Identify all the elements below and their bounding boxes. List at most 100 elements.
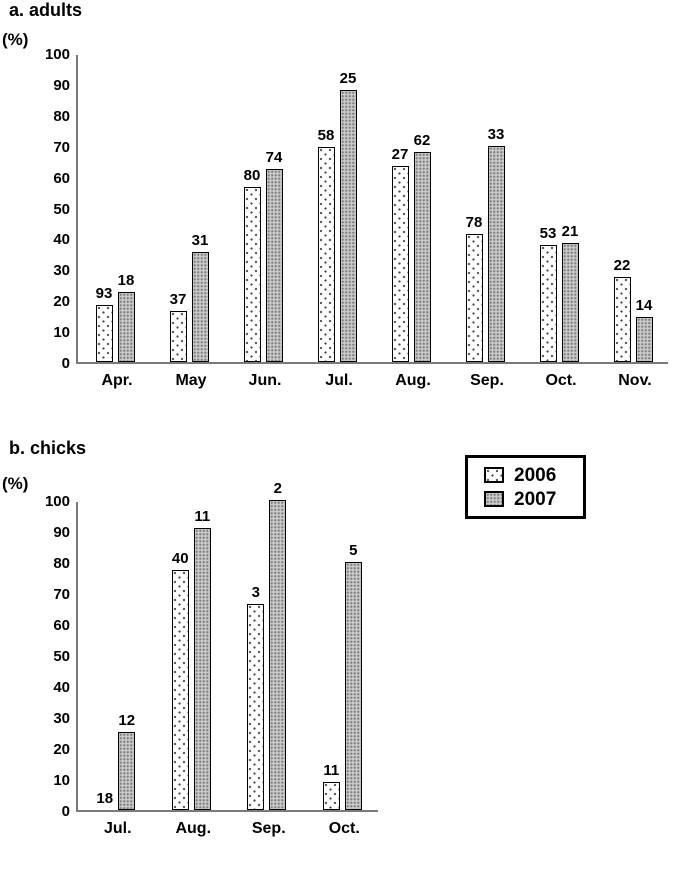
y-tick-label-20: 20 [53, 741, 70, 758]
bar-2007-oct [344, 562, 362, 810]
x-tick-label-sep: Sep. [251, 820, 286, 837]
bar-2007-jun [265, 169, 283, 362]
y-tick-label-0: 0 [61, 355, 70, 372]
legend-label-2007: 2007 [514, 488, 557, 510]
bar-2006-jul [317, 147, 335, 362]
chart-b-plot-area: 18 12 40 11 3 2 11 5 [76, 480, 378, 812]
x-tick-label-apr: Apr. [101, 372, 133, 389]
bar-2006-may [169, 311, 187, 362]
y-tick-label-70: 70 [53, 586, 70, 603]
bar-value-label-2007-aug: 62 [413, 132, 431, 149]
y-tick-label-80: 80 [53, 555, 70, 572]
chart-a-month-labels: Apr. May Jun. Jul. Aug. Sep. Oct. Nov. [78, 372, 668, 396]
bar-value-label-2007-nov: 14 [635, 297, 653, 314]
bar-value-label-2006-nov: 22 [613, 257, 631, 274]
bar-2007-aug [413, 152, 431, 362]
legend-swatch-2007-icon [484, 491, 504, 507]
bar-2006-apr [95, 305, 113, 362]
bar-value-label-2006-sep: 78 [465, 214, 483, 231]
bar-value-label-2006-aug: 27 [391, 146, 409, 163]
bar-value-label-2006-jun: 80 [243, 167, 261, 184]
y-tick-label-10: 10 [53, 324, 70, 342]
y-tick-label-70: 70 [53, 138, 70, 156]
y-tick-label-10: 10 [53, 772, 70, 789]
bar-value-label-2006-oct: 53 [539, 225, 557, 242]
x-tick-label-jun: Jun. [248, 372, 282, 389]
bar-value-label-2007-apr: 18 [117, 272, 135, 289]
bar-value-label-2007-sep: 33 [487, 126, 505, 143]
bar-value-label-2006-aug: 40 [171, 550, 189, 567]
x-tick-label-oct: Oct. [545, 372, 577, 389]
legend-item-2006: 2006 [484, 466, 583, 485]
x-tick-label-jul: Jul. [325, 372, 353, 389]
chart-a-plot-area: 93 18 37 31 80 74 58 25 27 62 78 33 53 21 22 14 [76, 55, 668, 364]
y-tick-label-60: 60 [53, 617, 70, 634]
bar-value-label-2007-jul: 25 [339, 70, 357, 87]
bar-2006-aug [171, 570, 189, 810]
bar-2006-sep [247, 604, 265, 810]
chart-b-month-labels: Jul. Aug. Sep. Oct. [78, 820, 378, 844]
x-tick-label-aug: Aug. [395, 372, 431, 389]
bar-value-label-2006-sep: 3 [251, 584, 260, 601]
bar-value-label-2007-jun: 74 [265, 149, 283, 166]
bar-2007-oct [561, 243, 579, 362]
bar-value-label-2007-jul: 12 [118, 712, 136, 729]
bar-2006-aug [391, 166, 409, 362]
bar-2006-jun [243, 187, 261, 362]
y-tick-label-30: 30 [53, 710, 70, 727]
bar-value-label-2007-oct: 5 [349, 542, 358, 559]
bar-2006-oct [539, 245, 557, 362]
y-tick-label-40: 40 [53, 679, 70, 696]
bar-value-label-2007-oct: 21 [561, 223, 579, 240]
y-tick-label-30: 30 [53, 262, 70, 280]
bar-2007-apr [117, 292, 135, 362]
legend: 2006 2007 [465, 455, 586, 519]
chicks-bar-chart: b. chicks (%) 0 10 20 30 40 50 60 70 80 90 100 18 1… [0, 438, 685, 879]
y-tick-label-90: 90 [53, 524, 70, 541]
bar-value-label-2007-sep: 2 [273, 480, 282, 497]
y-tick-label-20: 20 [53, 293, 70, 311]
bar-value-label-2006-jul: 58 [317, 127, 335, 144]
bar-2007-nov [635, 317, 653, 362]
chart-a-percent-axis-label: (%) [2, 30, 29, 49]
x-tick-label-sep: Sep. [470, 372, 504, 389]
chart-a-y-axis-labels: 0 10 20 30 40 50 60 70 80 90 100 [0, 46, 70, 372]
bar-value-label-2006-may: 37 [169, 291, 187, 308]
bar-value-label-2007-aug: 11 [194, 508, 211, 525]
legend-item-2007: 2007 [484, 490, 583, 509]
x-tick-label-may: May [175, 372, 207, 389]
legend-label-2006: 2006 [514, 464, 557, 486]
y-tick-label-100: 100 [44, 46, 70, 63]
bar-2006-oct [322, 782, 340, 810]
y-tick-label-50: 50 [53, 648, 70, 665]
x-tick-label-aug: Aug. [175, 820, 212, 837]
bar-2007-sep [269, 500, 287, 810]
chart-b-percent-axis-label: (%) [2, 474, 29, 493]
bar-2007-jul [118, 732, 136, 810]
x-tick-label-jul: Jul. [103, 820, 132, 837]
bar-2006-nov [613, 277, 631, 362]
y-tick-label-80: 80 [53, 107, 70, 125]
bar-2007-sep [487, 146, 505, 362]
chart-b-title: b. chicks [9, 438, 87, 458]
chart-a-title: a. adults [9, 0, 83, 20]
bar-value-label-2006-jul: 18 [96, 790, 114, 807]
y-tick-label-40: 40 [53, 231, 70, 249]
chart-b-y-axis-labels: 0 10 20 30 40 50 60 70 80 90 100 [0, 493, 70, 820]
y-tick-label-90: 90 [53, 76, 70, 94]
y-tick-label-50: 50 [53, 200, 70, 218]
adults-bar-chart: a. adults (%) 0 10 20 30 40 50 60 70 80 90 100 93 1… [0, 0, 685, 410]
y-tick-label-60: 60 [53, 169, 70, 187]
bar-2007-aug [193, 528, 211, 810]
y-tick-label-0: 0 [61, 803, 70, 820]
legend-swatch-2006-icon [484, 467, 504, 483]
x-tick-label-nov: Nov. [618, 372, 652, 389]
bar-value-label-2006-oct: 11 [323, 762, 340, 779]
bar-2007-jul [339, 90, 357, 362]
bar-2007-may [191, 252, 209, 362]
x-tick-label-oct: Oct. [328, 820, 360, 837]
bar-2006-sep [465, 234, 483, 362]
y-tick-label-100: 100 [44, 493, 70, 510]
bar-value-label-2006-apr: 93 [95, 285, 113, 302]
bar-value-label-2007-may: 31 [191, 232, 209, 249]
